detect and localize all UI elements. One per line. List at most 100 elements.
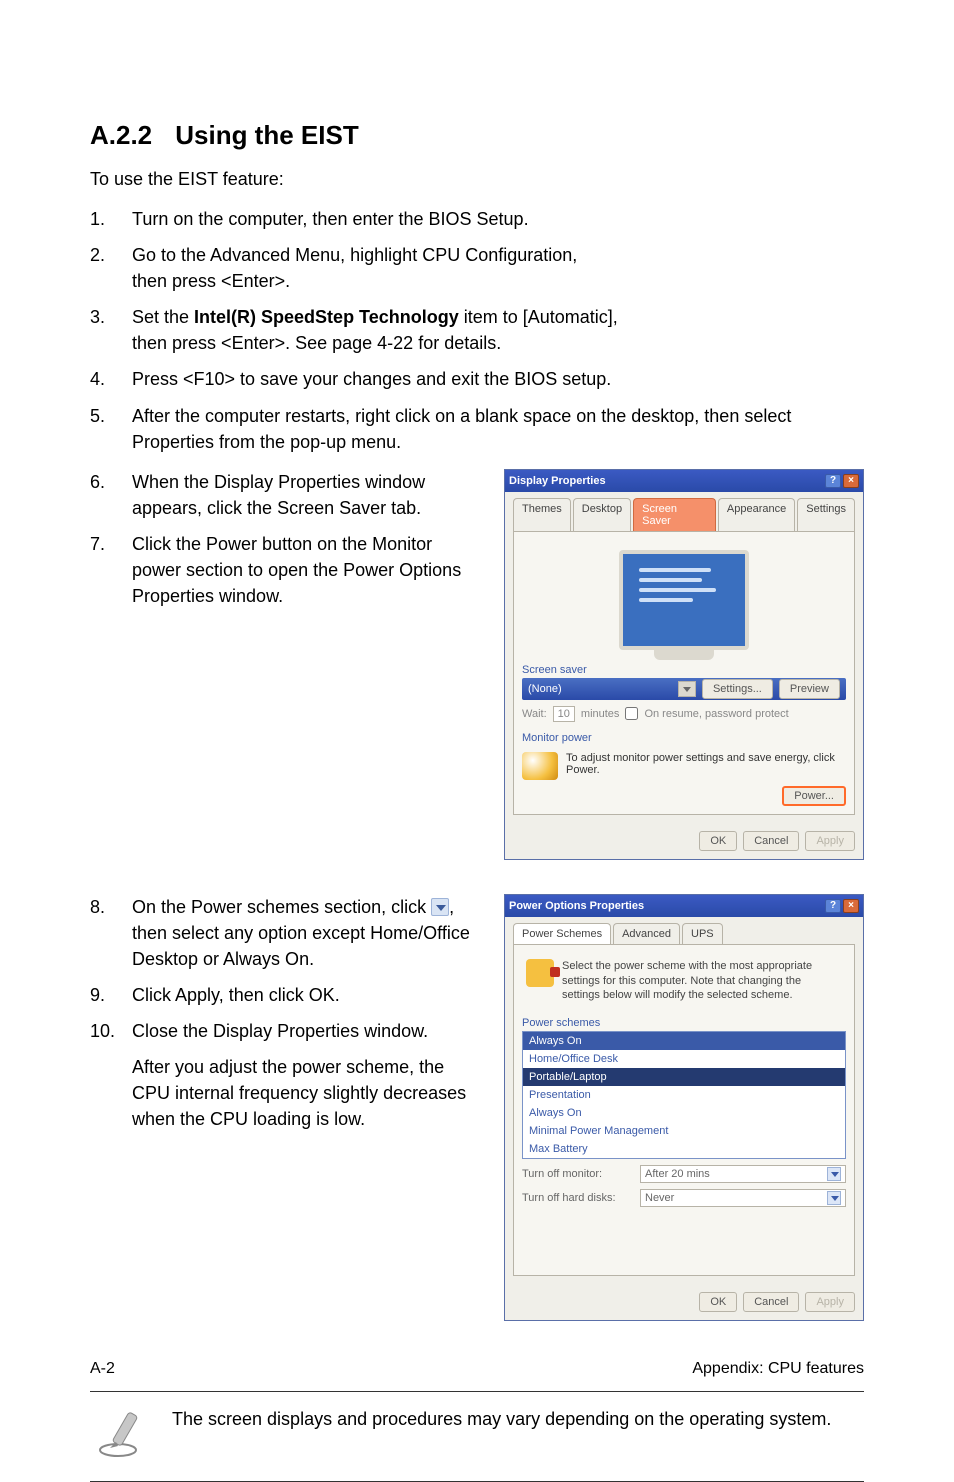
preview-lines [623, 554, 745, 622]
power-scheme-dropdown[interactable]: Always On Home/Office Desk Portable/Lapt… [522, 1031, 846, 1159]
tab-ups[interactable]: UPS [682, 923, 723, 944]
step-list: Turn on the computer, then enter the BIO… [90, 206, 864, 465]
step-text: Press <F10> to save your changes and exi… [132, 366, 864, 392]
step-3: Set the Intel(R) SpeedStep Technology it… [90, 304, 864, 356]
scheme-option[interactable]: Max Battery [523, 1140, 845, 1158]
tab-desktop[interactable]: Desktop [573, 498, 631, 531]
after-adjust-text: After you adjust the power scheme, the C… [132, 1054, 484, 1132]
step-text: After the computer restarts, right click… [132, 403, 864, 455]
right-column: Power Options Properties ? × Power Schem… [504, 894, 864, 1352]
dialog-titlebar[interactable]: Display Properties ? × [505, 470, 863, 492]
heading-number: A.2.2 [90, 120, 168, 151]
scheme-description-text: Select the power scheme with the most ap… [562, 959, 842, 1004]
wait-row: Wait: 10 minutes On resume, password pro… [522, 706, 846, 722]
scheme-option[interactable]: Always On [523, 1104, 845, 1122]
step-text: When the Display Properties window appea… [132, 469, 484, 521]
step-text: On the Power schemes section, click , th… [132, 894, 484, 972]
two-col-block-1: 6.When the Display Properties window app… [90, 469, 864, 890]
step-1: Turn on the computer, then enter the BIO… [90, 206, 864, 232]
tab-themes[interactable]: Themes [513, 498, 571, 531]
scheme-option[interactable]: Minimal Power Management [523, 1122, 845, 1140]
step-5: After the computer restarts, right click… [90, 403, 864, 455]
cancel-button[interactable]: Cancel [743, 831, 799, 851]
power-options-dialog: Power Options Properties ? × Power Schem… [504, 894, 864, 1322]
power-button[interactable]: Power... [782, 786, 846, 806]
close-icon[interactable]: × [843, 899, 859, 913]
step-9: 9.Click Apply, then click OK. [90, 982, 484, 1008]
step-4: Press <F10> to save your changes and exi… [90, 366, 864, 392]
dialog-footer: OK Cancel Apply [505, 1284, 863, 1320]
tab-settings[interactable]: Settings [797, 498, 855, 531]
turnoff-hd-label: Turn off hard disks: [522, 1192, 632, 1204]
group-power-schemes-label: Power schemes [522, 1017, 846, 1029]
chevron-down-icon [827, 1191, 841, 1205]
monitor-power-icon [522, 752, 558, 780]
turnoff-monitor-select[interactable]: After 20 mins [640, 1165, 846, 1183]
settings-button[interactable]: Settings... [702, 679, 773, 699]
preview-button[interactable]: Preview [779, 679, 840, 699]
chevron-down-icon [827, 1167, 841, 1181]
apply-button[interactable]: Apply [805, 831, 855, 851]
document-page: A.2.2 Using the EIST To use the EIST fea… [0, 0, 954, 1438]
step-7: 7.Click the Power button on the Monitor … [90, 531, 484, 609]
step-2: Go to the Advanced Menu, highlight CPU C… [90, 242, 864, 294]
titlebar-controls: ? × [825, 474, 859, 488]
wait-spinner[interactable]: 10 [553, 706, 575, 722]
step-text: Turn on the computer, then enter the BIO… [132, 206, 864, 232]
scheme-option[interactable]: Home/Office Desk [523, 1050, 845, 1068]
screensaver-name: (None) [528, 683, 672, 695]
tab-advanced[interactable]: Advanced [613, 923, 680, 944]
left-column: 8. On the Power schemes section, click ,… [90, 894, 484, 1133]
appendix-label: Appendix: CPU features [692, 1360, 864, 1378]
step-text: Click Apply, then click OK. [132, 982, 484, 1008]
tab-power-schemes[interactable]: Power Schemes [513, 923, 611, 944]
step-10: 10.Close the Display Properties window. [90, 1018, 484, 1044]
scheme-option[interactable]: Portable/Laptop [523, 1068, 845, 1086]
note-pencil-icon [96, 1406, 152, 1467]
resume-checkbox[interactable] [625, 707, 638, 720]
display-properties-dialog: Display Properties ? × Themes Desktop Sc… [504, 469, 864, 860]
tab-strip: Themes Desktop Screen Saver Appearance S… [505, 492, 863, 531]
cancel-button[interactable]: Cancel [743, 1292, 799, 1312]
turnoff-monitor-label: Turn off monitor: [522, 1168, 632, 1180]
left-column: 6.When the Display Properties window app… [90, 469, 484, 619]
step-text: Close the Display Properties window. [132, 1018, 484, 1044]
ok-button[interactable]: OK [699, 831, 737, 851]
dialog-panel: Screen saver (None) Settings... Preview … [513, 531, 855, 815]
note-callout: The screen displays and procedures may v… [90, 1391, 864, 1482]
wait-minutes: minutes [581, 708, 620, 720]
chevron-down-icon [431, 898, 449, 916]
help-icon[interactable]: ? [825, 474, 841, 488]
turnoff-hd-select[interactable]: Never [640, 1189, 846, 1207]
heading-title: Using the EIST [175, 120, 358, 150]
power-plug-icon [526, 959, 554, 987]
ok-button[interactable]: OK [699, 1292, 737, 1312]
dialog-titlebar[interactable]: Power Options Properties ? × [505, 895, 863, 917]
step-sublist-2: 8. On the Power schemes section, click ,… [90, 894, 484, 1044]
monitor-power-text: To adjust monitor power settings and sav… [566, 752, 846, 776]
monitor-preview [619, 550, 749, 650]
chevron-down-icon[interactable] [678, 681, 696, 697]
titlebar-controls: ? × [825, 899, 859, 913]
screensaver-select-bar: (None) Settings... Preview [522, 678, 846, 700]
scheme-option[interactable]: Presentation [523, 1086, 845, 1104]
section-heading: A.2.2 Using the EIST [90, 120, 864, 151]
group-monitor-label: Monitor power [522, 732, 846, 744]
resume-label: On resume, password protect [644, 708, 788, 720]
apply-button[interactable]: Apply [805, 1292, 855, 1312]
scheme-description: Select the power scheme with the most ap… [522, 953, 846, 1014]
close-icon[interactable]: × [843, 474, 859, 488]
group-screensaver-label: Screen saver [522, 664, 846, 676]
intro-text: To use the EIST feature: [90, 169, 864, 190]
step-text: Set the Intel(R) SpeedStep Technology it… [132, 304, 864, 356]
tab-appearance[interactable]: Appearance [718, 498, 795, 531]
help-icon[interactable]: ? [825, 899, 841, 913]
step-text: Go to the Advanced Menu, highlight CPU C… [132, 242, 864, 294]
turnoff-hd-row: Turn off hard disks: Never [522, 1189, 846, 1207]
dialog-footer: OK Cancel Apply [505, 823, 863, 859]
step-6: 6.When the Display Properties window app… [90, 469, 484, 521]
tab-strip: Power Schemes Advanced UPS [505, 917, 863, 944]
page-number: A-2 [90, 1360, 115, 1378]
dialog-title: Display Properties [509, 475, 606, 487]
tab-screensaver[interactable]: Screen Saver [633, 498, 716, 531]
